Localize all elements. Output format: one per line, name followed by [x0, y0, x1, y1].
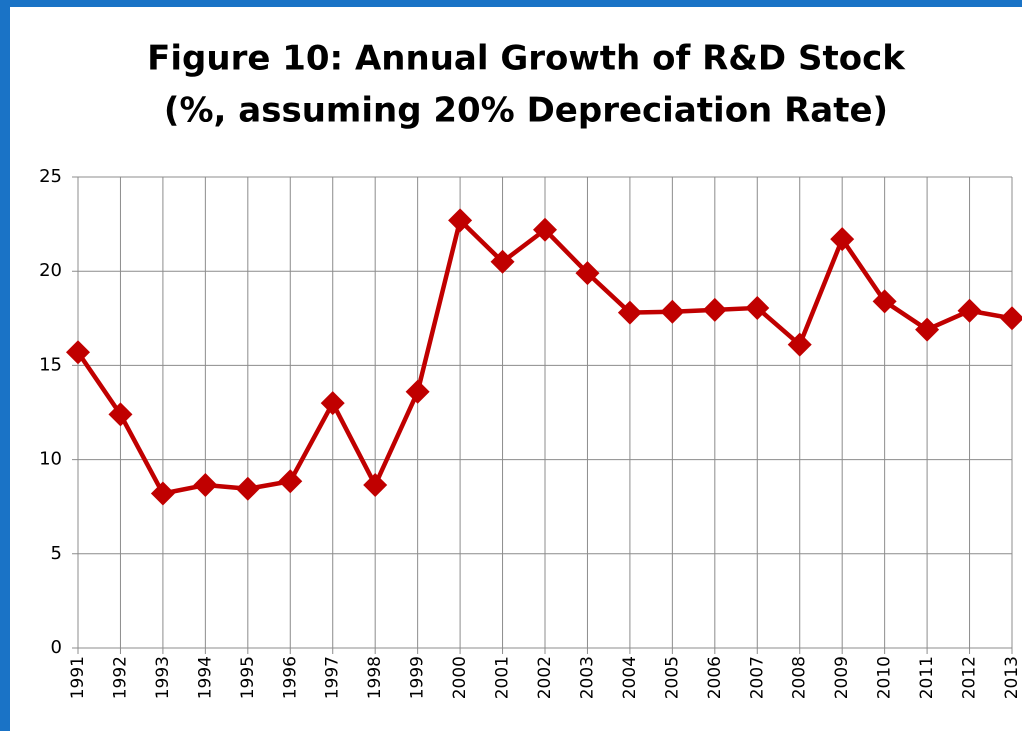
marker	[448, 208, 473, 233]
x-tick-label: 2004	[620, 656, 640, 699]
x-tick-label: 1996	[280, 656, 300, 699]
y-tick-label: 10	[39, 449, 62, 470]
marker	[872, 289, 897, 314]
y-tick-label: 25	[39, 166, 62, 187]
x-tick-label: 2000	[450, 656, 470, 699]
marker	[533, 217, 557, 242]
x-tick-label: 1993	[153, 656, 173, 699]
marker	[1000, 306, 1022, 331]
chart-title: Figure 10: Annual Growth of R&D Stock	[147, 39, 906, 79]
marker	[702, 297, 727, 322]
marker	[405, 379, 430, 404]
marker	[745, 295, 770, 320]
marker	[660, 299, 685, 324]
marker	[575, 261, 600, 286]
x-tick-label: 2010	[875, 656, 895, 699]
marker	[363, 473, 388, 498]
x-tick-label: 1998	[365, 656, 385, 699]
x-tick-label: 1999	[408, 656, 428, 699]
marker	[490, 249, 515, 274]
x-tick-label: 2007	[747, 656, 767, 699]
marker	[787, 332, 812, 357]
x-tick-label: 1992	[110, 656, 130, 699]
x-tick-label: 2013	[1002, 656, 1022, 699]
x-tick-label: 2005	[662, 656, 682, 699]
marker	[320, 391, 345, 416]
marker	[66, 340, 90, 365]
chart-title: (%, assuming 20% Depreciation Rate)	[164, 91, 888, 131]
x-tick-label: 1994	[195, 656, 215, 699]
x-tick-label: 2002	[535, 656, 555, 699]
marker	[830, 227, 855, 252]
x-tick-label: 2009	[832, 656, 852, 699]
x-tick-label: 1995	[238, 656, 258, 699]
marker	[957, 298, 982, 323]
x-tick-label: 2008	[790, 656, 810, 699]
marker	[235, 476, 260, 501]
x-tick-label: 2011	[917, 656, 937, 699]
marker	[150, 481, 175, 506]
x-tick-label: 1997	[323, 656, 343, 699]
x-tick-label: 2006	[705, 656, 725, 699]
marker	[617, 300, 642, 325]
y-tick-label: 20	[39, 260, 62, 281]
x-tick-label: 1991	[68, 656, 88, 699]
marker	[108, 402, 133, 427]
y-tick-label: 5	[51, 543, 62, 564]
marker	[278, 469, 303, 494]
marker	[915, 317, 940, 342]
y-tick-label: 0	[51, 637, 62, 658]
x-tick-label: 2012	[960, 656, 980, 699]
y-tick-label: 15	[39, 354, 62, 375]
x-tick-label: 2001	[493, 656, 513, 699]
x-tick-label: 2003	[577, 656, 597, 699]
marker	[193, 473, 218, 498]
chart-background	[10, 7, 1022, 731]
